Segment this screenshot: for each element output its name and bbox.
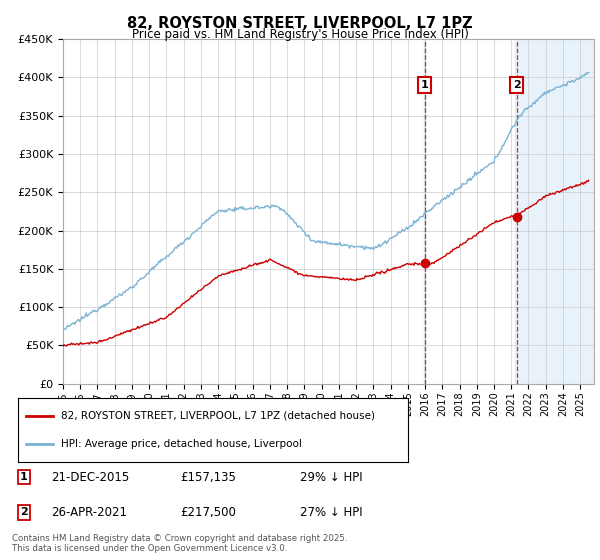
Bar: [515, 39, 594, 384]
Text: 26-APR-2021: 26-APR-2021: [51, 506, 127, 519]
Text: £217,500: £217,500: [180, 506, 236, 519]
Text: 1: 1: [421, 80, 428, 90]
Text: 1: 1: [20, 472, 28, 482]
Text: 2: 2: [20, 507, 28, 517]
Text: £157,135: £157,135: [180, 470, 236, 484]
Text: 21-DEC-2015: 21-DEC-2015: [51, 470, 129, 484]
Text: Price paid vs. HM Land Registry's House Price Index (HPI): Price paid vs. HM Land Registry's House …: [131, 28, 469, 41]
Text: 82, ROYSTON STREET, LIVERPOOL, L7 1PZ (detached house): 82, ROYSTON STREET, LIVERPOOL, L7 1PZ (d…: [61, 410, 375, 421]
Text: HPI: Average price, detached house, Liverpool: HPI: Average price, detached house, Live…: [61, 439, 302, 449]
Text: 29% ↓ HPI: 29% ↓ HPI: [300, 470, 362, 484]
Text: 82, ROYSTON STREET, LIVERPOOL, L7 1PZ: 82, ROYSTON STREET, LIVERPOOL, L7 1PZ: [127, 16, 473, 31]
Text: Contains HM Land Registry data © Crown copyright and database right 2025.
This d: Contains HM Land Registry data © Crown c…: [12, 534, 347, 553]
Text: 27% ↓ HPI: 27% ↓ HPI: [300, 506, 362, 519]
Bar: [424, 39, 425, 384]
Text: 2: 2: [513, 80, 521, 90]
